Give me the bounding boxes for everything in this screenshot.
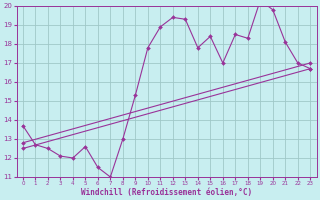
X-axis label: Windchill (Refroidissement éolien,°C): Windchill (Refroidissement éolien,°C) <box>81 188 252 197</box>
